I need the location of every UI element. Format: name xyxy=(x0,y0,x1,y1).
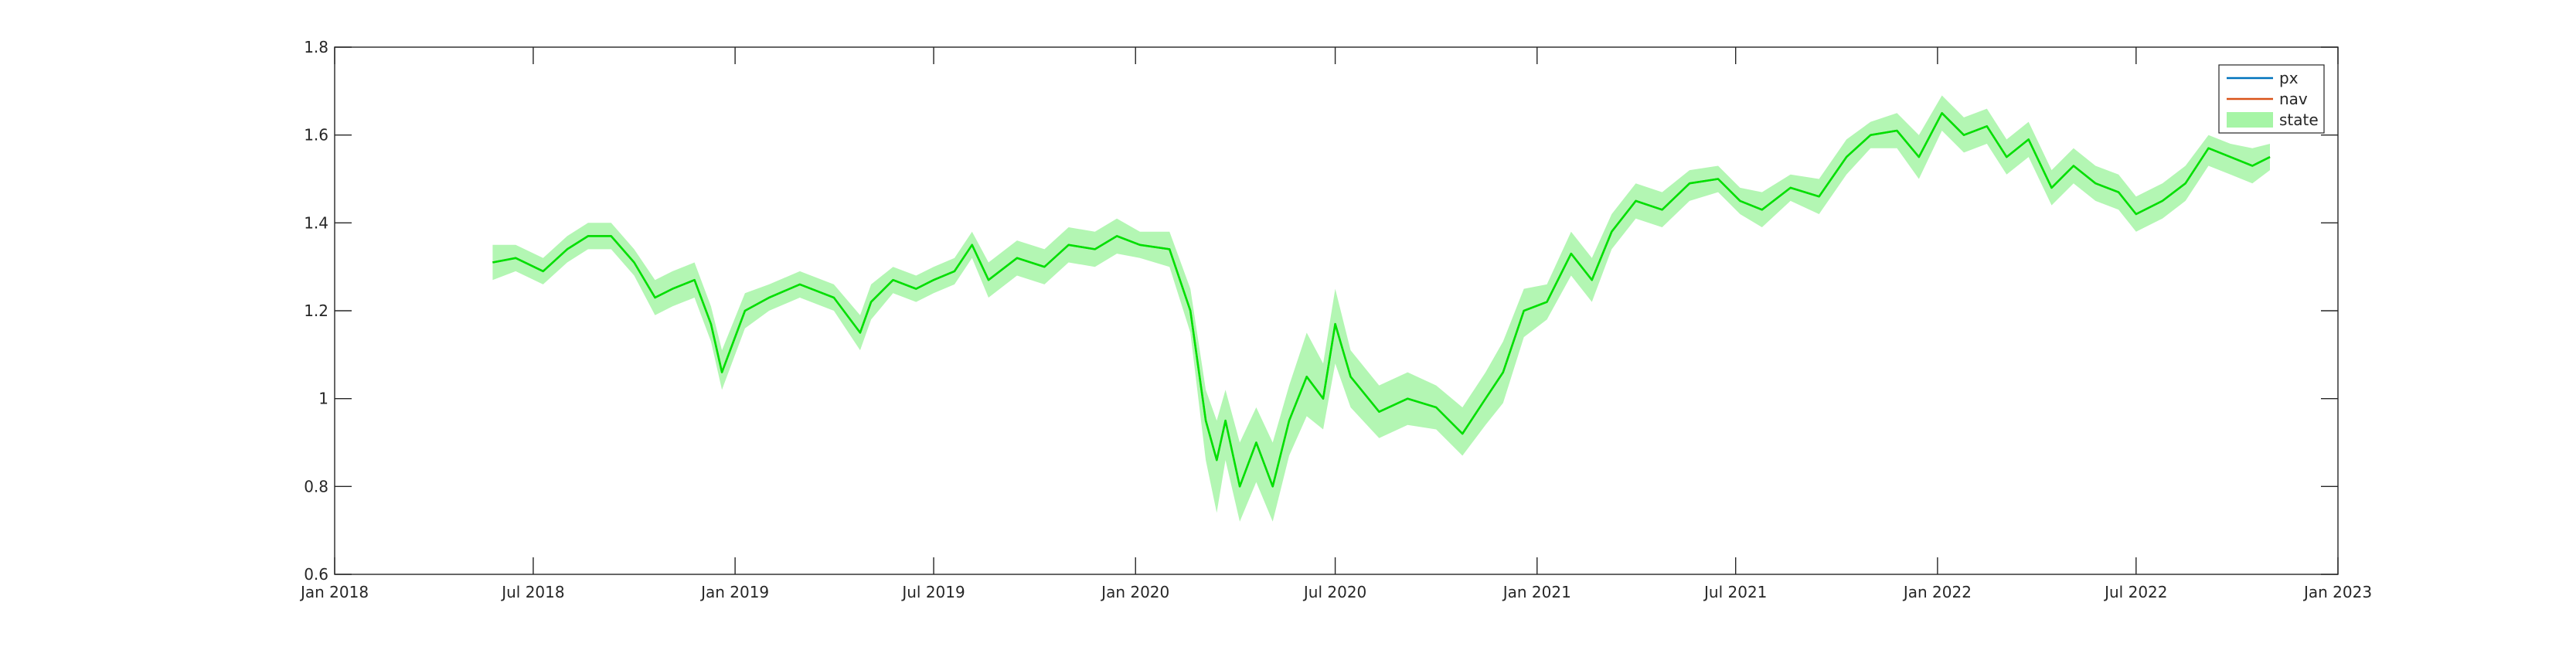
y-tick-label: 1.6 xyxy=(304,126,328,145)
legend-entry-nav[interactable]: nav xyxy=(2227,90,2308,108)
axes-layer: Jan 2018 Jul 2018 Jan 2019 Jul 2019 Jan 2020… xyxy=(299,38,2372,601)
x-tick-label: Jul 2021 xyxy=(1703,583,1767,601)
x-tick-label: Jan 2023 xyxy=(2302,583,2372,601)
band-layer xyxy=(492,95,2271,522)
legend-label-px: px xyxy=(2279,69,2299,87)
legend-label-nav: nav xyxy=(2279,90,2308,108)
y-tick-label: 1.8 xyxy=(304,38,328,56)
x-tick-label: Jan 2019 xyxy=(699,583,769,601)
y-tick-label: 1.2 xyxy=(304,301,328,320)
x-tick-label: Jul 2020 xyxy=(1302,583,1366,601)
x-tick-label: Jan 2021 xyxy=(1502,583,1571,601)
x-tick-label: Jul 2018 xyxy=(500,583,564,601)
legend-label-state: state xyxy=(2279,111,2319,129)
legend-entry-px[interactable]: px xyxy=(2227,69,2299,87)
series-state-band xyxy=(492,95,2271,522)
x-tick-label: Jul 2022 xyxy=(2103,583,2167,601)
y-tick-label: 1.4 xyxy=(304,213,328,232)
legend[interactable]: px nav state xyxy=(2218,64,2325,134)
series-state-line xyxy=(492,112,2271,488)
line-layer xyxy=(492,112,2271,488)
x-tick-label: Jul 2019 xyxy=(900,583,965,601)
legend-swatch-state xyxy=(2227,112,2273,128)
x-tick-label: Jan 2020 xyxy=(1100,583,1169,601)
y-tick-label: 1 xyxy=(318,390,328,408)
legend-entry-state[interactable]: state xyxy=(2227,111,2319,129)
x-tick-label: Jan 2018 xyxy=(299,583,369,601)
x-tick-label: Jan 2022 xyxy=(1902,583,1972,601)
y-tick-label: 0.8 xyxy=(304,477,328,495)
y-tick-label: 0.6 xyxy=(304,565,328,584)
